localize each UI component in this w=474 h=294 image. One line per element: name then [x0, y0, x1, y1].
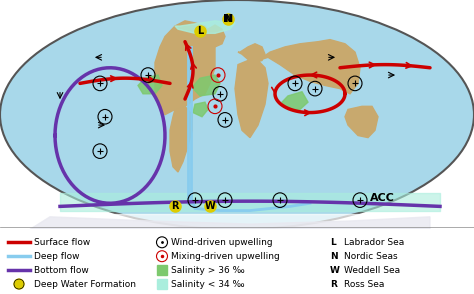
Text: ACC: ACC	[370, 193, 395, 203]
Text: Salinity > 36 ‰: Salinity > 36 ‰	[171, 266, 245, 275]
Text: Ross Sea: Ross Sea	[344, 280, 384, 288]
Ellipse shape	[0, 0, 474, 229]
Text: Wind-driven upwelling: Wind-driven upwelling	[171, 238, 273, 247]
Text: Nordic Seas: Nordic Seas	[344, 252, 398, 261]
Text: Deep flow: Deep flow	[34, 252, 80, 261]
Polygon shape	[238, 44, 265, 63]
Text: Mixing-driven upwelling: Mixing-driven upwelling	[171, 252, 280, 261]
Polygon shape	[30, 217, 430, 229]
Circle shape	[14, 279, 24, 289]
Polygon shape	[155, 21, 215, 115]
Text: Deep Water Formation: Deep Water Formation	[34, 280, 136, 288]
Text: W: W	[205, 201, 215, 211]
Polygon shape	[175, 21, 235, 33]
Polygon shape	[138, 75, 162, 94]
Text: Surface flow: Surface flow	[34, 238, 90, 247]
Polygon shape	[235, 61, 268, 138]
Text: L: L	[197, 26, 203, 36]
Text: Labrador Sea: Labrador Sea	[344, 238, 404, 247]
Bar	[157, 279, 167, 289]
Text: W: W	[330, 266, 340, 275]
Polygon shape	[193, 102, 208, 117]
Text: N: N	[330, 252, 337, 261]
Polygon shape	[205, 25, 225, 47]
Text: N: N	[224, 14, 232, 24]
Text: Salinity < 34 ‰: Salinity < 34 ‰	[171, 280, 245, 288]
Polygon shape	[282, 92, 308, 109]
Polygon shape	[192, 75, 220, 96]
Text: N: N	[223, 14, 233, 24]
Text: Bottom flow: Bottom flow	[34, 266, 89, 275]
Text: R: R	[171, 201, 179, 211]
Text: L: L	[330, 238, 336, 247]
Text: Weddell Sea: Weddell Sea	[344, 266, 400, 275]
Polygon shape	[258, 40, 360, 94]
Text: R: R	[330, 280, 337, 288]
Bar	[157, 265, 167, 275]
Polygon shape	[170, 106, 192, 172]
Polygon shape	[345, 106, 378, 138]
